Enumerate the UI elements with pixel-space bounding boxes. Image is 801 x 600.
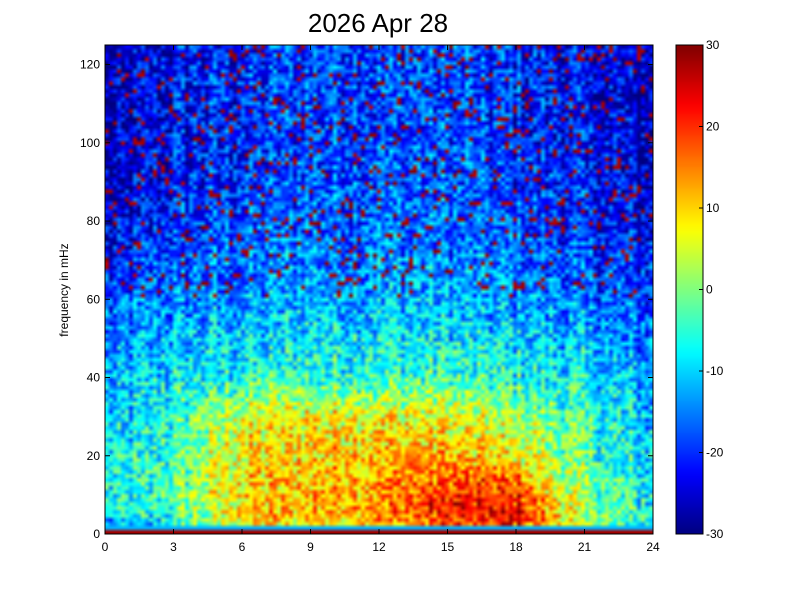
- y-axis-label: frequency in mHz: [57, 243, 71, 336]
- colorbar-tick-label: 30: [706, 38, 720, 52]
- x-axis: 0 3 6 9 12 15 18 21 24: [102, 45, 660, 554]
- y-tick-label: 100: [80, 136, 100, 150]
- x-tick-label: 24: [646, 540, 660, 554]
- colorbar: -30 -20 -10 0 10 20 30: [675, 38, 724, 541]
- colorbar-gradient: [676, 45, 703, 534]
- y-tick-label: 0: [93, 527, 100, 541]
- colorbar-tick-label: 10: [706, 201, 720, 215]
- colorbar-tick-label: 20: [706, 120, 720, 134]
- heatmap-cells: [105, 45, 653, 534]
- y-tick-label: 120: [80, 58, 100, 72]
- y-tick-label: 60: [87, 292, 101, 306]
- x-tick-label: 3: [170, 540, 177, 554]
- heatmap-plot: [104, 44, 654, 535]
- y-tick-label: 80: [87, 214, 101, 228]
- y-tick-label: 20: [87, 449, 101, 463]
- x-tick-label: 6: [239, 540, 246, 554]
- y-axis: 0 20 40 60 80 100 120: [80, 58, 653, 541]
- colorbar-tick-label: -20: [706, 446, 724, 460]
- chart-title: 2026 Apr 28: [308, 8, 448, 38]
- x-tick-label: 9: [307, 540, 314, 554]
- x-tick-label: 12: [372, 540, 386, 554]
- colorbar-tick-label: -30: [706, 527, 724, 541]
- y-tick-label: 40: [87, 371, 101, 385]
- x-tick-label: 18: [509, 540, 523, 554]
- colorbar-tick-label: -10: [706, 364, 724, 378]
- colorbar-tick-label: 0: [706, 283, 713, 297]
- x-tick-label: 15: [441, 540, 455, 554]
- colorbar-ticks: -30 -20 -10 0 10 20 30: [699, 38, 724, 541]
- x-tick-label: 0: [102, 540, 109, 554]
- x-tick-label: 21: [578, 540, 592, 554]
